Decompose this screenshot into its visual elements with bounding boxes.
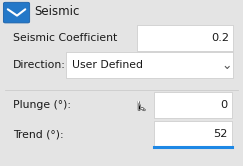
FancyBboxPatch shape — [3, 2, 30, 23]
Text: 52: 52 — [213, 129, 228, 139]
Text: Seismic Coefficient: Seismic Coefficient — [13, 33, 118, 43]
Text: User Defined: User Defined — [72, 60, 143, 70]
Bar — [137, 25, 233, 51]
Bar — [154, 92, 232, 118]
Text: 0.2: 0.2 — [211, 33, 229, 43]
Text: Trend (°):: Trend (°): — [13, 129, 64, 139]
Text: Direction:: Direction: — [13, 60, 66, 70]
Text: Plunge (°):: Plunge (°): — [13, 100, 71, 110]
Bar — [66, 52, 233, 78]
Bar — [154, 121, 232, 147]
Text: ⌄: ⌄ — [221, 59, 232, 72]
Text: Seismic: Seismic — [34, 5, 79, 18]
Polygon shape — [139, 101, 145, 110]
Text: 0: 0 — [220, 100, 228, 110]
